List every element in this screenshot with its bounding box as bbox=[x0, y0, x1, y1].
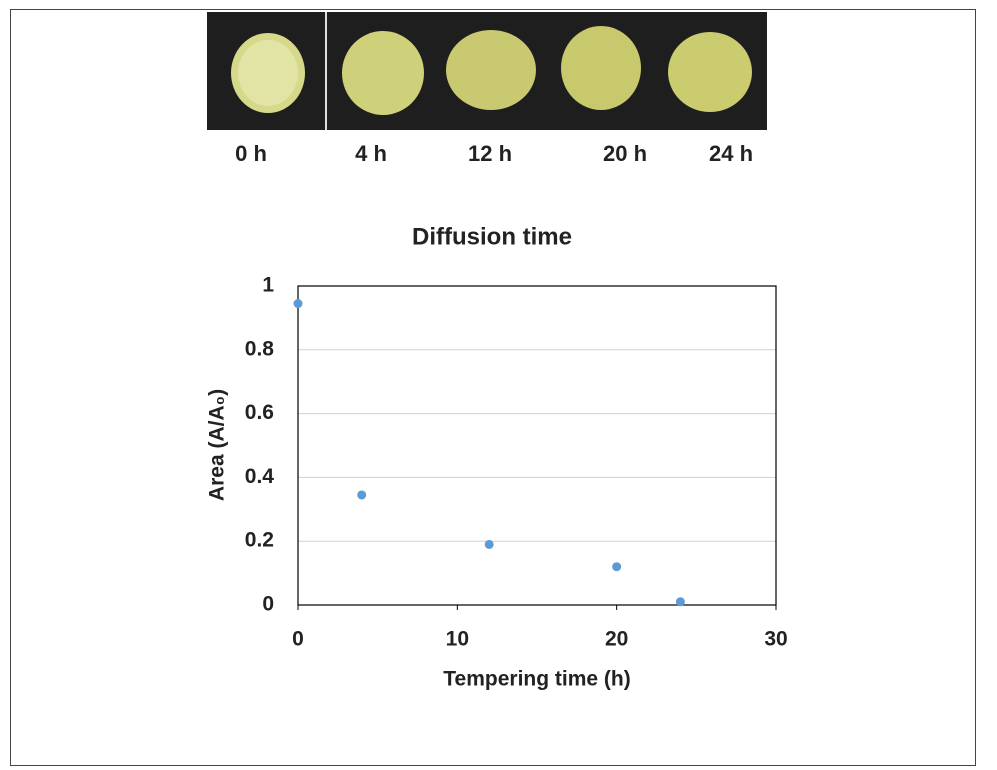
point bbox=[357, 490, 367, 500]
y-tick-label: 0.8 bbox=[245, 337, 275, 360]
chart-title: Diffusion time bbox=[412, 223, 572, 250]
x-tick-label: 20 bbox=[605, 628, 628, 651]
y-tick-label: 0.4 bbox=[245, 465, 275, 488]
photo-label: 20 h bbox=[603, 141, 647, 166]
sample-core bbox=[238, 40, 298, 106]
photo-label: 24 h bbox=[709, 141, 753, 166]
point bbox=[293, 299, 303, 309]
point bbox=[484, 539, 494, 549]
plot-area bbox=[297, 285, 777, 606]
y-tick-label: 1 bbox=[262, 274, 274, 297]
photo-label: 4 h bbox=[355, 141, 387, 166]
x-axis-title: Tempering time (h) bbox=[443, 668, 630, 691]
sample bbox=[561, 26, 641, 110]
x-tick-label: 30 bbox=[764, 628, 787, 651]
sample bbox=[446, 30, 536, 110]
y-tick-label: 0.6 bbox=[245, 401, 274, 424]
point bbox=[675, 597, 685, 607]
y-tick-label: 0.2 bbox=[245, 529, 274, 552]
sample bbox=[668, 32, 752, 112]
y-tick-label: 0 bbox=[262, 593, 274, 616]
y-axis-title: Area (A/A₀) bbox=[206, 389, 229, 501]
x-tick-label: 10 bbox=[446, 628, 469, 651]
sample bbox=[342, 31, 424, 115]
photo-label: 12 h bbox=[468, 141, 512, 166]
point bbox=[612, 562, 622, 572]
photo-label: 0 h bbox=[235, 141, 267, 166]
photo bbox=[207, 12, 767, 130]
x-tick-label: 0 bbox=[292, 628, 304, 651]
frame bbox=[10, 9, 976, 766]
